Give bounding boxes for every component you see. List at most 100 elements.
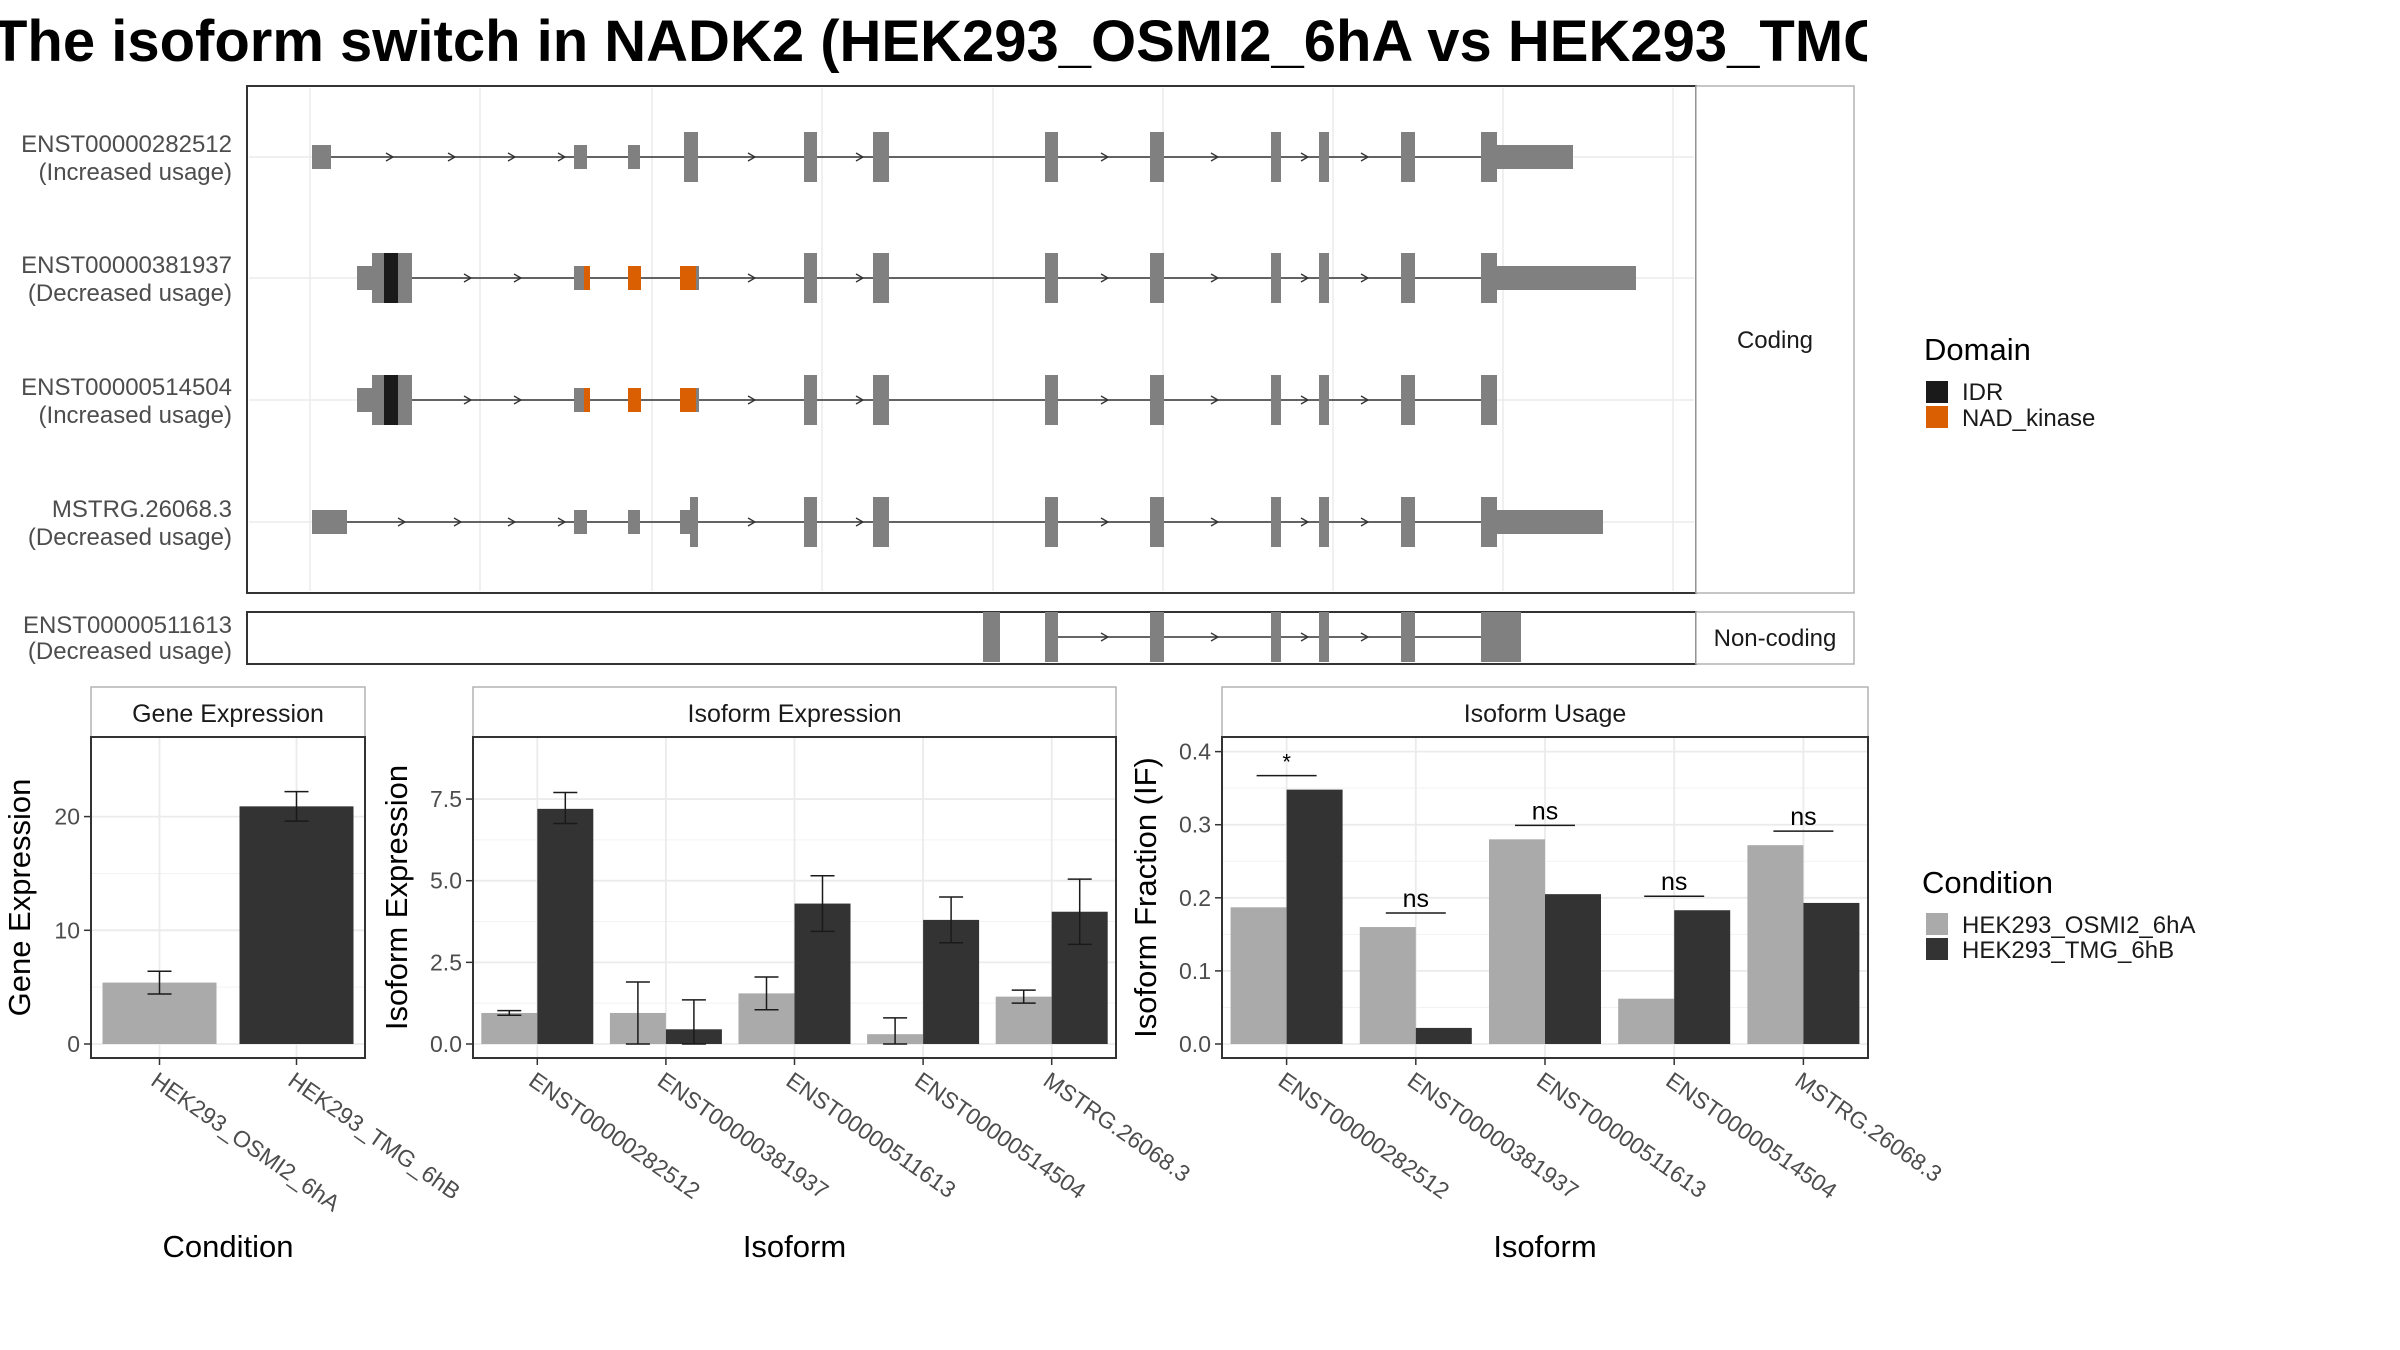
y-axis-title: Isoform Fraction (IF) — [1128, 757, 1163, 1038]
transcript-model — [357, 375, 1497, 425]
exon — [1401, 375, 1415, 425]
exon — [357, 388, 372, 412]
noncoding-panel — [246, 611, 1697, 665]
exon — [696, 388, 699, 412]
intron-arrow — [513, 395, 523, 405]
exon — [1150, 132, 1164, 182]
transcript-label: ENST00000511613(Decreased usage) — [23, 612, 232, 665]
exon — [1271, 132, 1281, 182]
exon — [804, 253, 817, 303]
bar — [239, 806, 354, 1044]
exon — [1481, 132, 1497, 182]
y-tick-label: 20 — [54, 804, 80, 830]
chart-title: Gene Expression — [132, 700, 324, 728]
legend-swatch-idr — [1926, 381, 1948, 403]
chart-title: Isoform Usage — [1464, 700, 1627, 728]
intron-arrow — [1300, 395, 1310, 405]
transcript-usage: (Increased usage) — [39, 402, 232, 429]
noncoding-strip — [1695, 611, 1855, 665]
idr-domain — [384, 375, 398, 425]
condition-legend-title: Condition — [1922, 865, 2053, 900]
isoform-expression-chart: Isoform Expression0.02.55.07.5ENST000002… — [379, 686, 1195, 1264]
intron-arrow — [855, 517, 865, 527]
significance-label: * — [1282, 750, 1291, 775]
error-bar — [1011, 989, 1036, 1004]
exon — [398, 375, 412, 425]
exon — [1045, 132, 1058, 182]
exon — [804, 375, 817, 425]
legend-swatch-cond-b — [1926, 938, 1948, 960]
intron-arrow — [1210, 517, 1220, 527]
transcript-label: ENST00000381937(Decreased usage) — [21, 252, 232, 307]
y-axis-title: Isoform Expression — [379, 765, 414, 1030]
exon — [983, 612, 1000, 662]
domain-legend: Domain IDR NAD_kinase — [1924, 332, 2095, 432]
transcript-model — [357, 253, 1636, 303]
error-bar — [553, 791, 578, 825]
y-axis-title: Gene Expression — [2, 779, 37, 1017]
intron-arrow — [855, 152, 865, 162]
legend-label-cond-b: HEK293_TMG_6hB — [1962, 937, 2174, 964]
legend-swatch-nad-kinase — [1926, 406, 1948, 428]
isoform-usage-chart: Isoform Usage*nsnsnsns0.00.10.20.30.4ENS… — [1128, 686, 1947, 1264]
nad-kinase-domain — [628, 388, 641, 412]
bar — [1286, 789, 1343, 1044]
y-tick-label: 0.4 — [1179, 739, 1211, 765]
intron-arrow — [1360, 395, 1370, 405]
intron-arrow — [1300, 273, 1310, 283]
coding-panel — [246, 85, 1697, 594]
intron-arrow — [1100, 395, 1110, 405]
significance-label: ns — [1661, 868, 1687, 896]
exon — [1319, 132, 1329, 182]
plot-border — [90, 736, 366, 1059]
intron-arrow — [1100, 632, 1110, 642]
intron-arrow — [1360, 632, 1370, 642]
intron-arrow — [507, 152, 517, 162]
transcript-id: MSTRG.26068.3 — [52, 496, 232, 523]
transcript-labels: ENST00000282512(Increased usage)ENST0000… — [21, 131, 232, 665]
x-axis-title: Isoform — [1493, 1229, 1596, 1264]
exon — [1150, 612, 1164, 662]
legend-label-idr: IDR — [1962, 379, 2003, 406]
intron-arrow — [513, 273, 523, 283]
bar — [1545, 894, 1601, 1044]
exon — [1497, 266, 1636, 290]
bar — [995, 996, 1052, 1044]
exon — [873, 253, 889, 303]
exon — [574, 388, 587, 412]
exon — [873, 375, 889, 425]
error-bar — [681, 999, 706, 1045]
exon — [1150, 375, 1164, 425]
intron-arrow — [747, 395, 757, 405]
intron-arrow — [747, 517, 757, 527]
transcript-model — [983, 612, 1521, 662]
transcript-usage: (Decreased usage) — [28, 280, 232, 307]
intron-arrow — [453, 517, 463, 527]
transcript-id: ENST00000282512 — [21, 131, 232, 158]
significance-label: ns — [1532, 797, 1558, 825]
exon — [1497, 145, 1573, 169]
intron-arrow — [1210, 273, 1220, 283]
bar — [1803, 902, 1860, 1044]
y-tick-label: 10 — [54, 917, 80, 943]
exon — [1045, 375, 1058, 425]
transcript-usage: (Increased usage) — [39, 159, 232, 186]
transcript-usage: (Decreased usage) — [28, 524, 232, 551]
error-bar — [939, 896, 964, 944]
exon — [1319, 375, 1329, 425]
y-tick-label: 7.5 — [430, 786, 462, 812]
intron-arrow — [463, 395, 473, 405]
intron-arrow — [1300, 152, 1310, 162]
intron-arrow — [557, 152, 567, 162]
error-bar — [284, 790, 309, 822]
error-bar — [1067, 878, 1092, 946]
nad-kinase-domain — [628, 266, 641, 290]
transcript-usage: (Decreased usage) — [28, 638, 232, 665]
coding-strip — [1695, 85, 1855, 594]
exon — [1319, 497, 1329, 547]
bar — [537, 808, 594, 1044]
intron-arrow — [855, 395, 865, 405]
exon — [574, 145, 587, 169]
exon — [1271, 497, 1281, 547]
idr-domain — [384, 253, 398, 303]
